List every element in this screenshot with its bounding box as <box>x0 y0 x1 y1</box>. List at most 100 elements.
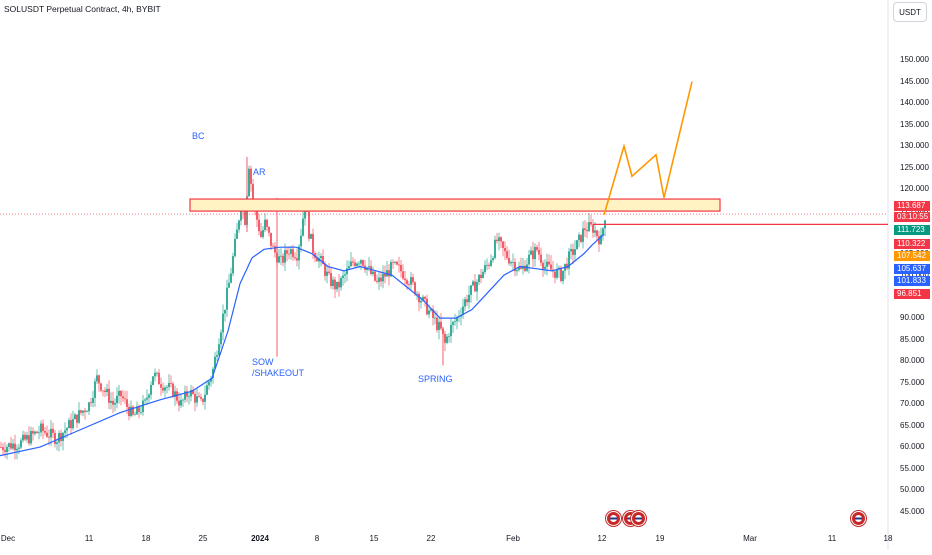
candle-body <box>72 419 74 429</box>
candle-body <box>258 219 260 232</box>
candle-body <box>456 317 458 322</box>
candle-body <box>470 285 472 295</box>
annotation-bc: BC <box>192 131 205 141</box>
candle-body <box>434 317 436 319</box>
annotation-shakeout: /SHAKEOUT <box>252 368 305 378</box>
candle-body <box>128 407 130 416</box>
x-tick-label: Dec <box>0 534 16 543</box>
candle-body <box>516 269 518 272</box>
candle-body <box>248 168 250 197</box>
candle-body <box>300 235 302 247</box>
candle-body <box>394 261 396 263</box>
y-tick-label: 85.000 <box>900 334 925 344</box>
candle-body <box>262 230 264 237</box>
candle-body <box>230 273 232 283</box>
candle-body <box>406 280 408 285</box>
moving-average-line <box>0 233 605 457</box>
candle-body <box>444 333 446 343</box>
candle-body <box>106 388 108 393</box>
candle-body <box>396 261 398 265</box>
candle-body <box>30 431 32 444</box>
candle-body <box>50 428 52 438</box>
x-tick-label: 18 <box>883 534 893 543</box>
candle-body <box>352 261 354 263</box>
candle-body <box>466 299 468 303</box>
candle-body <box>332 279 334 287</box>
candle-body <box>164 387 166 391</box>
candle-body <box>10 443 12 449</box>
candle-body <box>218 344 220 356</box>
us-flag-icon[interactable] <box>606 511 621 526</box>
y-tick-label: 100.000 <box>900 270 929 280</box>
candle-body <box>502 241 504 249</box>
candle-body <box>418 293 420 303</box>
candle-body <box>250 168 252 184</box>
candle-body <box>130 406 132 416</box>
candle-body <box>122 396 124 399</box>
candle-body <box>410 277 412 285</box>
candle-body <box>414 282 416 295</box>
candle-body <box>528 254 530 265</box>
candle-body <box>544 266 546 269</box>
candle-body <box>76 414 78 423</box>
candle-body <box>308 212 310 239</box>
candle-body <box>510 262 512 264</box>
candle-body <box>560 267 562 282</box>
x-tick-label: 15 <box>369 534 379 543</box>
x-tick-label: 12 <box>597 534 607 543</box>
candle-body <box>152 376 154 385</box>
candle-body <box>398 264 400 266</box>
candle-body <box>304 207 306 219</box>
candle-body <box>294 257 296 259</box>
candle-body <box>100 383 102 391</box>
candle-body <box>316 257 318 262</box>
candle-body <box>18 447 20 449</box>
candle-body <box>478 274 480 282</box>
candle-body <box>454 321 456 323</box>
candle-body <box>494 239 496 258</box>
candle-body <box>264 219 266 231</box>
candle-body <box>168 383 170 388</box>
candle-body <box>468 294 470 303</box>
candles <box>0 156 606 460</box>
candle-body <box>70 420 72 429</box>
candle-body <box>310 233 312 239</box>
y-tick-label: 45.000 <box>900 506 925 516</box>
annotation-ar: AR <box>253 167 266 177</box>
y-tick-label: 140.000 <box>900 98 929 108</box>
candle-body <box>232 256 234 274</box>
candle-body <box>24 434 26 440</box>
candle-body <box>542 262 544 269</box>
candle-body <box>134 414 136 416</box>
candle-body <box>154 372 156 377</box>
candle-body <box>32 431 34 434</box>
us-flag-icon[interactable] <box>631 511 646 526</box>
candle-body <box>166 387 168 388</box>
candle-body <box>546 261 548 267</box>
currency-button[interactable]: USDT <box>893 2 927 22</box>
candle-body <box>158 372 160 385</box>
candle-body <box>436 317 438 331</box>
candle-body <box>504 248 506 252</box>
us-flag-icon[interactable] <box>851 511 866 526</box>
candle-body <box>594 230 596 233</box>
candle-body <box>330 272 332 287</box>
annotation-sow: SOW <box>252 357 274 367</box>
candle-body <box>348 266 350 269</box>
candle-body <box>496 239 498 242</box>
candle-body <box>284 250 286 263</box>
candle-body <box>568 251 570 269</box>
candle-body <box>334 279 336 290</box>
candle-body <box>188 396 190 398</box>
x-tick-label: 8 <box>314 534 320 543</box>
candle-body <box>380 277 382 282</box>
projected-path-line <box>603 81 693 216</box>
candle-body <box>176 391 178 401</box>
candle-body <box>58 433 60 443</box>
candle-body <box>490 260 492 266</box>
y-tick-label: 55.000 <box>900 463 925 473</box>
candle-body <box>446 336 448 343</box>
candle-body <box>54 432 56 444</box>
